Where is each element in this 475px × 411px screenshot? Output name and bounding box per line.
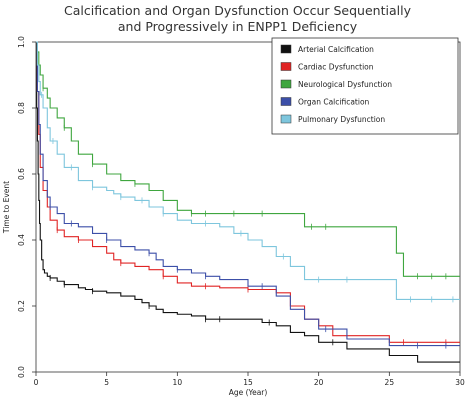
legend-swatch-0 — [280, 44, 292, 54]
x-tick-label-4: 20 — [314, 378, 324, 387]
x-axis-label: Age (Year) — [229, 388, 268, 397]
legend-box — [271, 37, 459, 135]
y-axis-label: Time to Event — [2, 181, 11, 234]
legend-label-4: Pulmonary Dysfunction — [298, 115, 385, 124]
y-tick-label-3: 0.6 — [17, 168, 26, 180]
legend-label-1: Cardiac Dysfunction — [298, 63, 374, 72]
legend: Arterial Calcification Cardiac Dysfunctio… — [271, 37, 459, 135]
legend-label-3: Organ Calcification — [298, 98, 370, 107]
series-line-0 — [36, 41, 460, 363]
legend-swatch-3 — [280, 97, 292, 106]
series-group — [36, 41, 460, 363]
x-tick-label-2: 10 — [173, 378, 183, 387]
series-line-1 — [36, 41, 460, 343]
x-tick-label-0: 0 — [34, 378, 39, 387]
series-line-2 — [36, 41, 460, 277]
y-tick-label-2: 0.4 — [17, 234, 26, 246]
legend-label-2: Neurological Dysfunction — [298, 80, 392, 89]
x-tick-label-1: 5 — [104, 378, 109, 387]
chart-title-line-2: and Progressively in ENPP1 Deficiency — [117, 19, 358, 34]
series-line-4 — [36, 41, 460, 300]
chart-title-line-1: Calcification and Organ Dysfunction Occu… — [64, 3, 411, 18]
x-tick-label-3: 15 — [243, 378, 253, 387]
y-tick-label-4: 0.8 — [17, 102, 26, 114]
y-tick-label-0: 0.0 — [17, 366, 26, 378]
axes: 0 5 10 15 20 25 30 0.0 0.2 0.4 0.6 0.8 1.0 Age (Year)… — [2, 36, 465, 397]
legend-label-0: Arterial Calcification — [298, 45, 374, 54]
y-tick-label-5: 1.0 — [17, 36, 26, 48]
x-tick-label-5: 25 — [385, 378, 395, 387]
legend-swatch-2 — [280, 79, 292, 89]
x-tick-label-6: 30 — [455, 378, 465, 387]
y-tick-label-1: 0.2 — [17, 300, 26, 312]
legend-swatch-4 — [280, 114, 292, 124]
legend-swatch-1 — [280, 62, 292, 71]
